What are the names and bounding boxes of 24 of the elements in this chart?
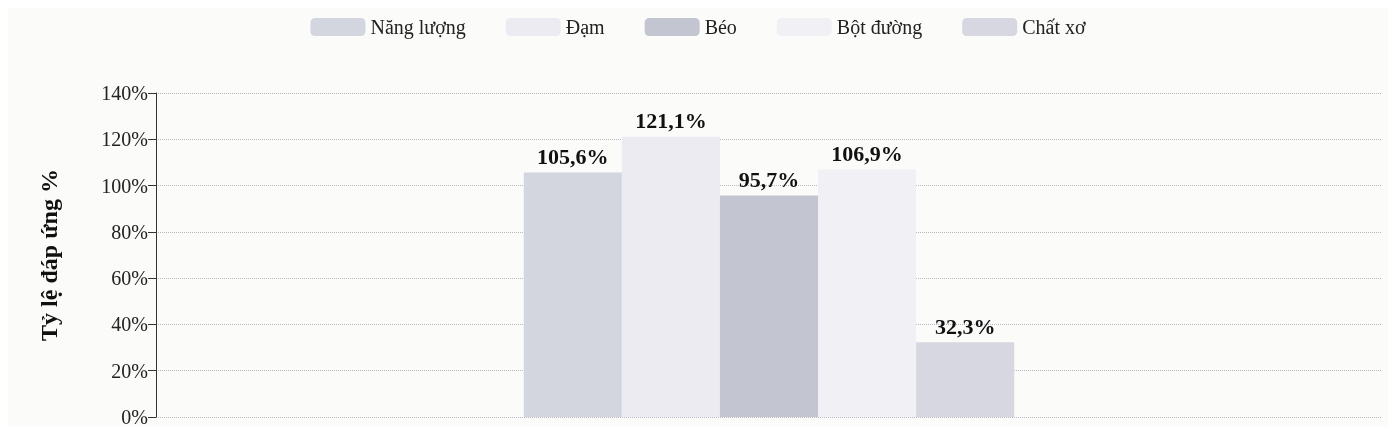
bar [523,172,622,417]
y-tick-label: 20% [111,359,148,382]
data-label: 95,7% [738,167,800,193]
legend-label: Năng lượng [370,16,466,39]
data-label: 105,6% [537,144,609,170]
y-axis-title: Tỷ lệ đáp ứng % [36,169,62,341]
bar [818,169,917,417]
data-label: 121,1% [635,108,707,134]
y-tick-label: 0% [121,406,148,428]
y-tick-label: 40% [111,313,148,336]
bar [916,342,1015,417]
legend-label: Đạm [565,16,606,38]
data-label: 32,3% [934,313,996,339]
legend-label: Chất xơ [1022,16,1086,38]
y-tick-label: 100% [101,174,148,197]
y-tick-label: 80% [111,220,148,243]
y-tick-label: 120% [101,128,148,151]
y-tick-label: 140% [101,82,148,104]
bar [621,136,720,417]
data-label: 106,9% [831,141,903,167]
legend-label: Bột đường [836,16,923,39]
legend-label: Béo [704,16,737,38]
bar [719,195,819,417]
y-tick-label: 60% [111,267,148,290]
